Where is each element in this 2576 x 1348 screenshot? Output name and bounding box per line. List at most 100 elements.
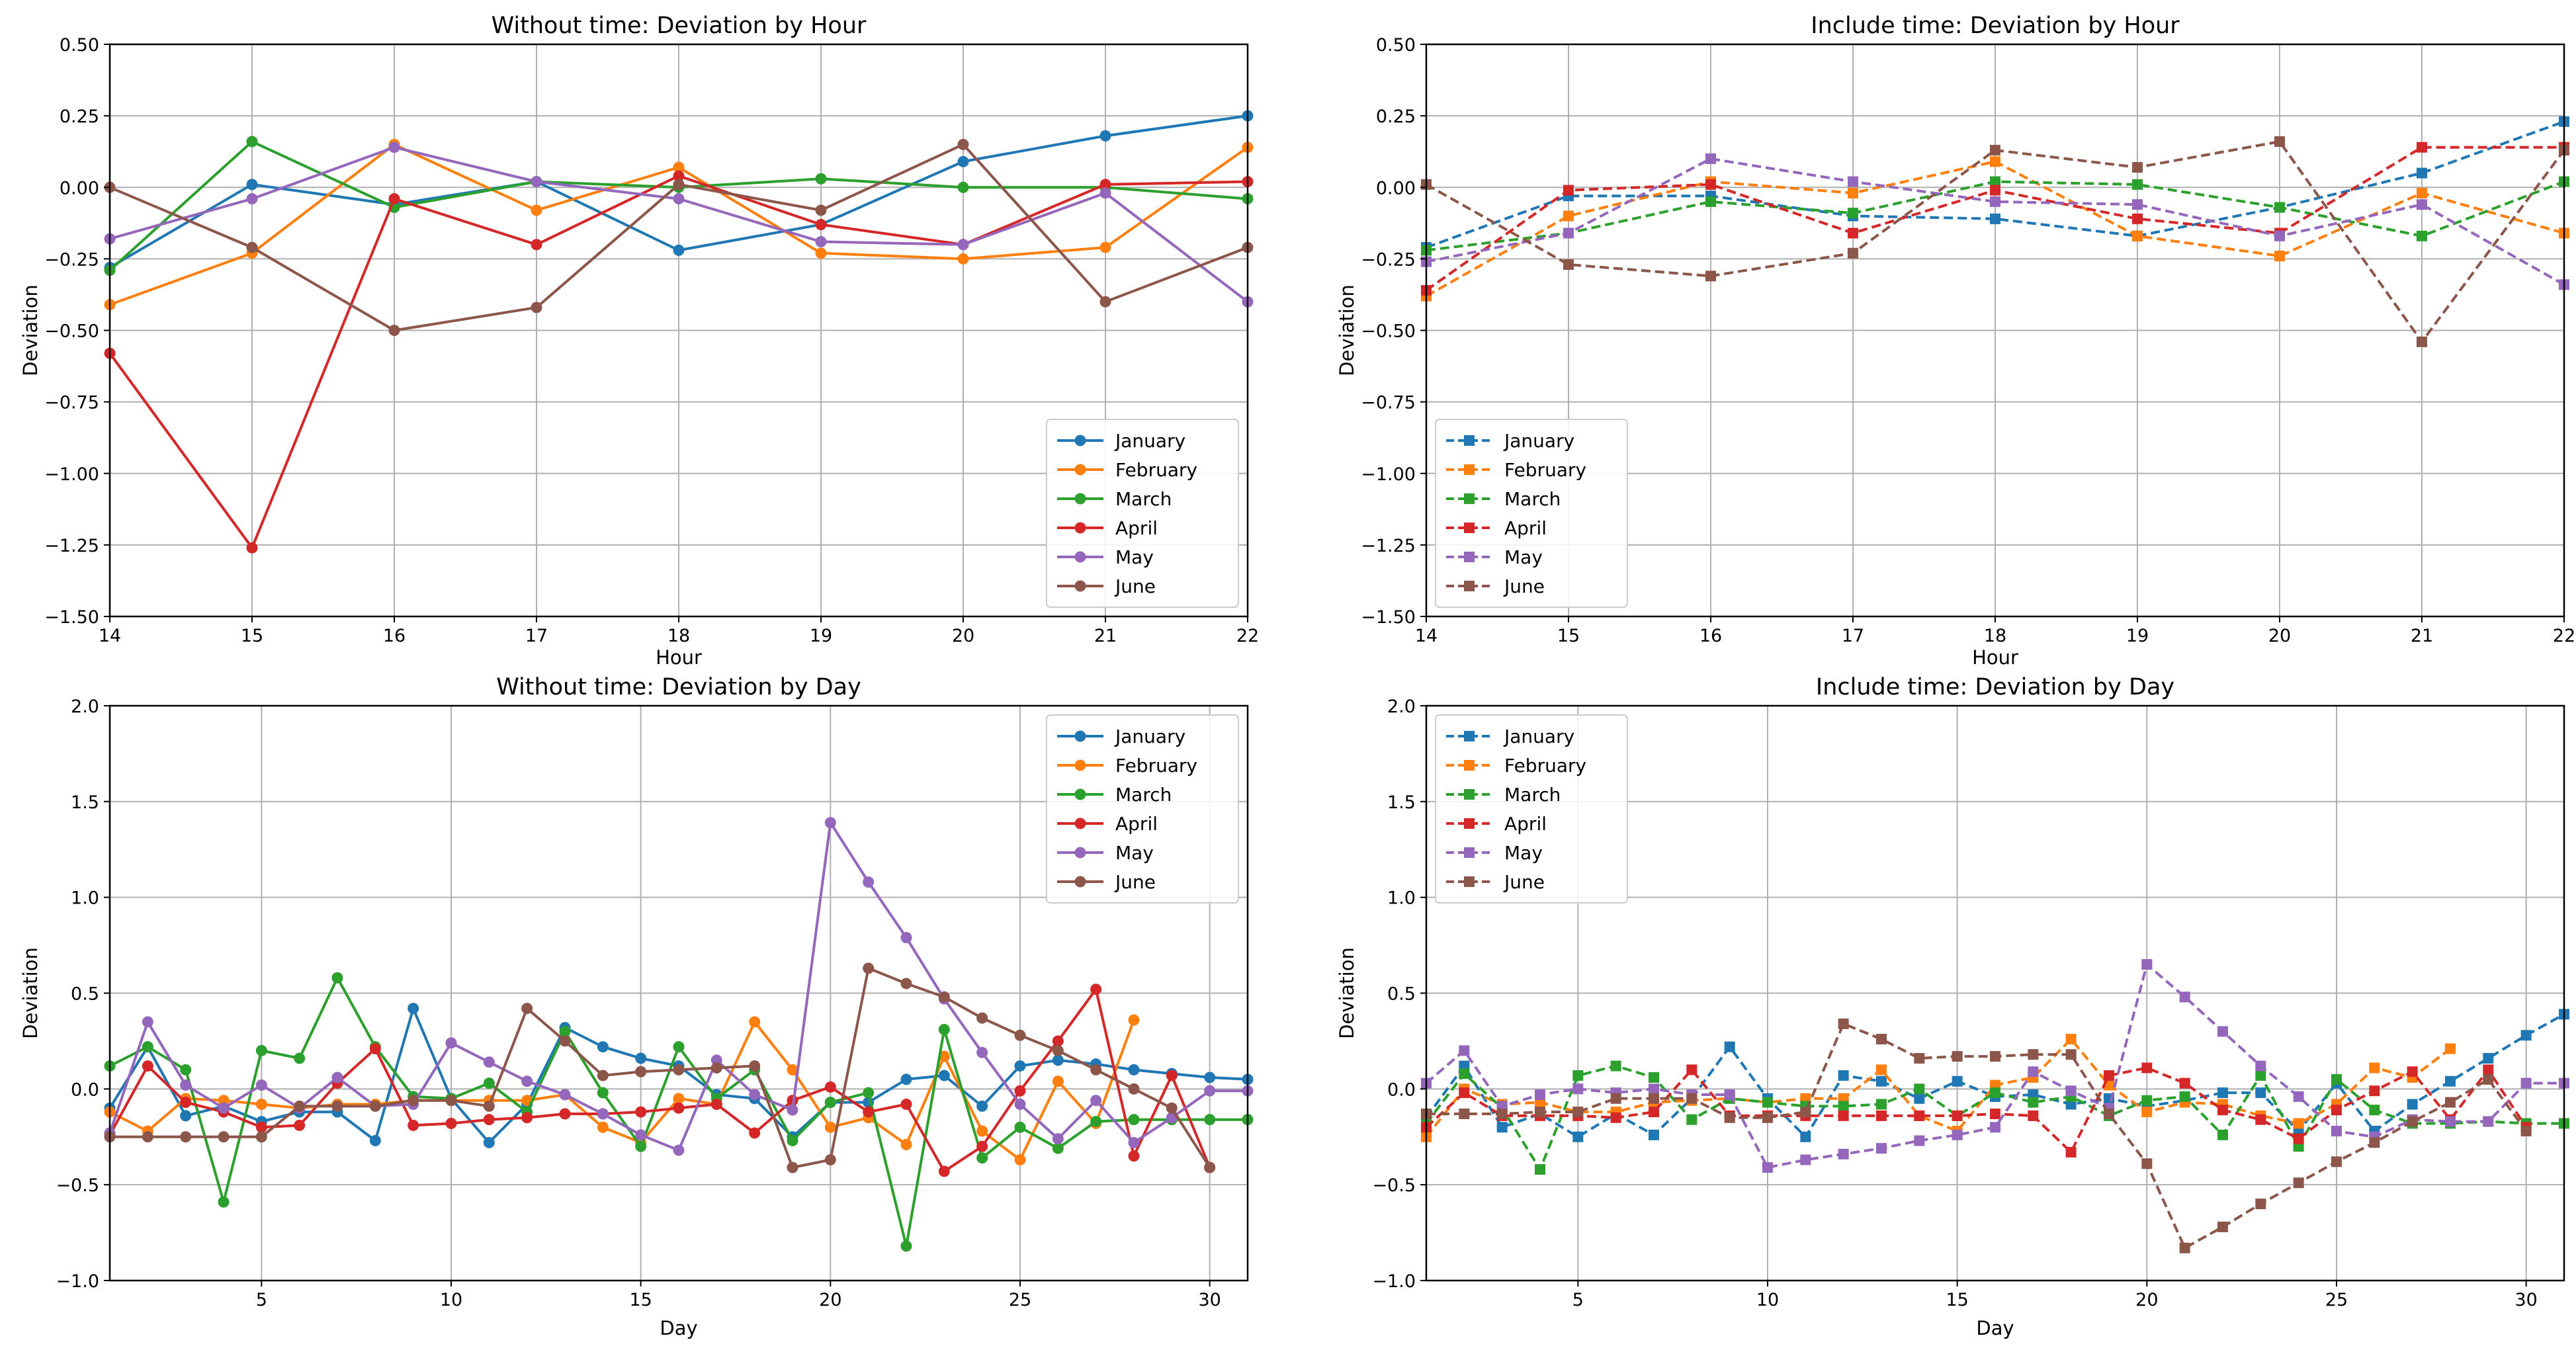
data-point-february: [938, 1050, 950, 1062]
data-point-march: [2369, 1105, 2380, 1116]
data-point-may: [246, 193, 258, 205]
chart-panel-1: 14 15 16 17 18 19 20 21 22 −1.50 −1.25 −1.00 −0.75 −0…: [19, 13, 1259, 669]
chart-title: Without time: Deviation by Day: [496, 674, 861, 700]
legend-swatch-marker: [1464, 847, 1475, 858]
y-tick-label: −0.25: [44, 249, 99, 270]
data-point-january: [2445, 1075, 2456, 1087]
legend-swatch-marker: [1464, 876, 1475, 887]
data-point-february: [2369, 1062, 2380, 1074]
legend: January February March April May June: [1046, 714, 1239, 904]
x-axis-label: Hour: [656, 646, 702, 669]
data-point-june: [331, 1100, 343, 1112]
data-point-june: [1848, 247, 1858, 259]
data-point-may: [1762, 1162, 1773, 1173]
legend-box: [1435, 419, 1628, 608]
data-point-february: [1128, 1014, 1140, 1026]
legend-label: May: [1115, 842, 1154, 864]
y-tick-label: −1.50: [44, 607, 99, 628]
legend-swatch-marker: [1464, 464, 1475, 475]
data-point-january: [957, 155, 969, 167]
x-tick-label: 15: [629, 1290, 652, 1310]
data-point-april: [408, 1119, 419, 1131]
series-line-may: [1425, 962, 2564, 1169]
data-point-april: [824, 1081, 836, 1093]
legend-swatch-marker: [1464, 789, 1475, 800]
y-tick-label: 2.0: [71, 696, 99, 717]
legend-swatch-marker: [1074, 730, 1086, 742]
data-point-april: [2331, 1105, 2342, 1116]
legend-swatch-marker: [1464, 731, 1475, 741]
data-point-may: [2132, 199, 2143, 210]
data-point-may: [815, 235, 827, 247]
data-point-february: [2274, 251, 2285, 262]
data-point-april: [1649, 1107, 1659, 1118]
data-point-april: [2217, 1105, 2228, 1116]
data-point-january: [1204, 1072, 1216, 1083]
data-point-january: [408, 1003, 419, 1015]
data-point-march: [673, 1041, 685, 1053]
data-point-january: [1099, 130, 1111, 142]
data-point-may: [255, 1079, 267, 1091]
data-point-february: [976, 1125, 988, 1137]
data-point-february: [1876, 1064, 1887, 1075]
data-point-may: [521, 1075, 533, 1087]
y-tick-label: 0.0: [71, 1079, 99, 1100]
plot-area: [104, 817, 1254, 1252]
data-point-march: [1990, 176, 2000, 187]
data-point-february: [787, 1064, 798, 1075]
legend-swatch-marker: [1464, 493, 1475, 504]
x-tick-label: 17: [1842, 626, 1864, 646]
data-point-may: [218, 1102, 230, 1114]
data-point-june: [1724, 1112, 1735, 1123]
data-point-march: [2217, 1129, 2228, 1140]
legend-swatch-marker: [1464, 581, 1475, 591]
data-point-june: [1800, 1107, 1811, 1118]
data-point-march: [1204, 1114, 1216, 1126]
legend-swatch-marker: [1074, 847, 1086, 859]
x-tick-label: 20: [819, 1290, 841, 1310]
x-tick-label: 18: [667, 626, 690, 646]
data-point-march: [1535, 1163, 1545, 1175]
data-point-may: [559, 1089, 571, 1101]
data-point-june: [2141, 1158, 2153, 1169]
data-point-march: [1649, 1072, 1659, 1083]
data-point-march: [142, 1041, 153, 1053]
data-point-january: [976, 1100, 988, 1112]
data-point-april: [900, 1099, 912, 1111]
y-axis-label: Deviation: [19, 284, 42, 376]
data-point-march: [294, 1052, 306, 1064]
data-point-january: [900, 1074, 912, 1085]
data-point-january: [1952, 1075, 1963, 1087]
data-point-june: [2293, 1177, 2304, 1189]
data-point-may: [1204, 1085, 1216, 1097]
data-point-may: [1848, 176, 1858, 187]
y-tick-label: −0.5: [1372, 1175, 1416, 1196]
data-point-may: [2255, 1060, 2266, 1072]
data-point-june: [246, 241, 258, 253]
data-point-june: [2483, 1074, 2494, 1085]
data-point-february: [673, 161, 685, 173]
data-point-march: [635, 1140, 647, 1152]
x-tick-label: 15: [241, 626, 263, 646]
series-line-june: [1426, 1022, 2528, 1250]
data-point-march: [1090, 1116, 1102, 1128]
data-point-may: [1572, 1083, 1584, 1095]
data-point-may: [2274, 230, 2285, 241]
data-point-february: [2065, 1034, 2077, 1045]
legend-box: [1046, 419, 1239, 608]
data-point-may: [1800, 1154, 1811, 1165]
data-point-may: [957, 239, 969, 251]
legend-label: January: [1114, 726, 1185, 747]
data-point-january: [1128, 1064, 1140, 1075]
data-point-may: [142, 1016, 153, 1028]
data-point-june: [1838, 1018, 1849, 1029]
data-point-april: [1990, 185, 2000, 196]
legend-label: March: [1504, 784, 1561, 806]
y-tick-label: −0.5: [56, 1175, 99, 1196]
x-tick-label: 14: [99, 626, 121, 646]
legend-swatch-marker: [1464, 760, 1475, 771]
data-point-april: [863, 1106, 875, 1118]
x-tick-label: 10: [440, 1290, 462, 1310]
data-point-june: [1914, 1052, 1925, 1064]
legend-label: April: [1504, 517, 1547, 539]
